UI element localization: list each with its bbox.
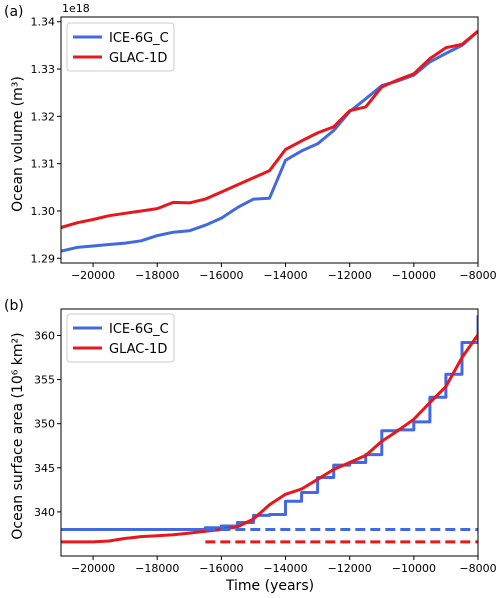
x-tick-label: −20000 xyxy=(71,562,115,575)
panel-a-frame xyxy=(60,16,479,264)
x-tick-label: −16000 xyxy=(199,269,243,282)
y-tick-label: 355 xyxy=(34,374,55,387)
panel-b: (b) Ocean surface area (10⁶ km²) Time (y… xyxy=(4,298,497,594)
y-tick-label: 1.30 xyxy=(31,205,56,218)
y-tick-label: 350 xyxy=(34,418,55,431)
x-tick-label: −8000 xyxy=(459,269,496,282)
series-line-ice-6g-c xyxy=(61,315,478,531)
y-tick-label: 1.33 xyxy=(31,63,56,76)
legend-label-glac1d: GLAC-1D xyxy=(109,342,167,357)
x-tick-label: −12000 xyxy=(328,269,372,282)
x-tick-label: −16000 xyxy=(199,562,243,575)
panel-a: (a) 1e18 Ocean volume (m³) −20000 −18000 −… xyxy=(4,2,497,282)
legend-frame xyxy=(66,313,175,363)
x-tick-label: −20000 xyxy=(71,269,115,282)
x-tick-label: −12000 xyxy=(328,562,372,575)
panel-a-legend: ICE-6G_C GLAC-1D xyxy=(66,22,175,72)
panel-a-ylabel: Ocean volume (m³) xyxy=(10,76,26,212)
panel-b-ylabel: Ocean surface area (10⁶ km²) xyxy=(10,332,26,539)
panel-a-label: (a) xyxy=(4,4,24,20)
y-tick-label: 1.32 xyxy=(31,110,56,123)
x-tick-label: −18000 xyxy=(135,562,179,575)
y-tick-label: 360 xyxy=(34,329,55,342)
panel-a-offset: 1e18 xyxy=(62,2,90,15)
x-tick-label: −10000 xyxy=(392,562,436,575)
y-tick-label: 1.34 xyxy=(31,16,56,29)
panel-b-xlabel: Time (years) xyxy=(225,578,314,594)
y-tick-label: 340 xyxy=(34,506,55,519)
x-tick-label: −10000 xyxy=(392,269,436,282)
legend-frame xyxy=(66,22,175,72)
series-line-glac-1d xyxy=(61,30,478,229)
panel-b-frame xyxy=(60,308,479,557)
legend-label-glac1d: GLAC-1D xyxy=(109,51,167,66)
x-tick-label: −14000 xyxy=(263,562,307,575)
x-tick-label: −14000 xyxy=(263,269,307,282)
x-tick-label: −18000 xyxy=(135,269,179,282)
series-line-glac-1d xyxy=(61,333,478,544)
y-tick-label: 1.31 xyxy=(31,158,56,171)
legend-label-ice6g: ICE-6G_C xyxy=(109,322,169,337)
panel-b-legend: ICE-6G_C GLAC-1D xyxy=(66,313,175,363)
y-tick-label: 1.29 xyxy=(31,252,56,265)
y-tick-label: 345 xyxy=(34,462,55,475)
panel-b-label: (b) xyxy=(4,298,24,314)
legend-label-ice6g: ICE-6G_C xyxy=(109,31,169,46)
x-tick-label: −8000 xyxy=(459,562,496,575)
